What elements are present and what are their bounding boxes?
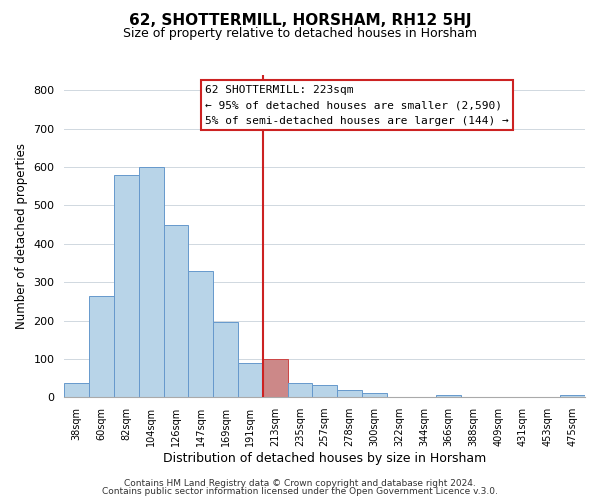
Text: Contains HM Land Registry data © Crown copyright and database right 2024.: Contains HM Land Registry data © Crown c… bbox=[124, 478, 476, 488]
Text: Contains public sector information licensed under the Open Government Licence v.: Contains public sector information licen… bbox=[102, 487, 498, 496]
Bar bbox=[164, 224, 188, 397]
Bar bbox=[362, 394, 386, 397]
X-axis label: Distribution of detached houses by size in Horsham: Distribution of detached houses by size … bbox=[163, 452, 487, 465]
Text: 62, SHOTTERMILL, HORSHAM, RH12 5HJ: 62, SHOTTERMILL, HORSHAM, RH12 5HJ bbox=[129, 12, 471, 28]
Bar bbox=[139, 167, 164, 397]
Y-axis label: Number of detached properties: Number of detached properties bbox=[15, 143, 28, 329]
Text: 62 SHOTTERMILL: 223sqm
← 95% of detached houses are smaller (2,590)
5% of semi-d: 62 SHOTTERMILL: 223sqm ← 95% of detached… bbox=[205, 84, 509, 126]
Bar bbox=[89, 296, 114, 397]
Bar bbox=[213, 322, 238, 397]
Bar bbox=[287, 382, 313, 397]
Bar bbox=[114, 174, 139, 397]
Bar bbox=[337, 390, 362, 397]
Bar bbox=[188, 270, 213, 397]
Bar bbox=[263, 359, 287, 397]
Bar bbox=[436, 396, 461, 397]
Text: Size of property relative to detached houses in Horsham: Size of property relative to detached ho… bbox=[123, 28, 477, 40]
Bar bbox=[560, 396, 585, 397]
Bar bbox=[238, 362, 263, 397]
Bar bbox=[313, 385, 337, 397]
Bar bbox=[64, 382, 89, 397]
